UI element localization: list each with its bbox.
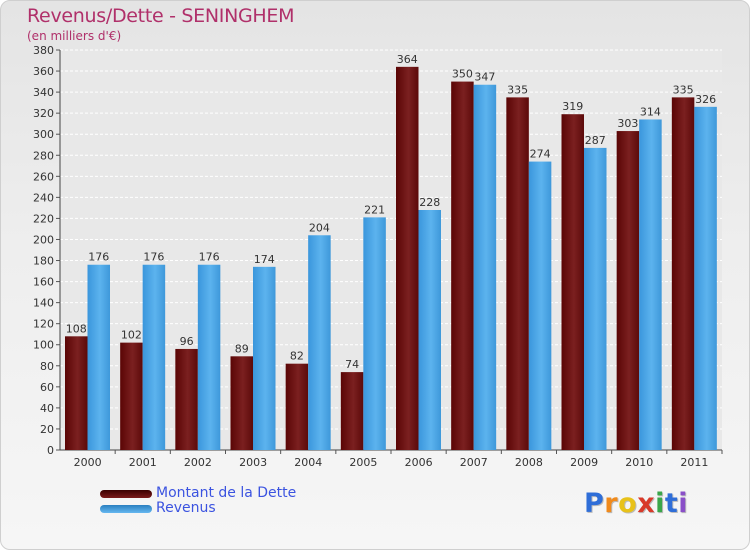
x-tick-label: 2011 [680, 456, 708, 469]
legend-label-revenus: Revenus [156, 500, 216, 516]
data-label-dette: 89 [235, 342, 249, 355]
plot-area [60, 50, 722, 450]
bar-dette [65, 336, 88, 450]
bar-revenus [253, 266, 276, 450]
bar-dette [506, 97, 529, 451]
data-label-dette: 82 [290, 350, 304, 363]
data-label-revenus: 326 [695, 93, 716, 106]
y-tick-label: 260 [33, 170, 54, 183]
bar-revenus [142, 264, 166, 450]
y-tick-label: 380 [33, 44, 54, 57]
bar-revenus [584, 147, 607, 451]
bar-dette [230, 356, 253, 450]
bar-revenus [639, 119, 662, 450]
y-tick-label: 60 [40, 381, 54, 394]
x-tick-label: 2001 [129, 456, 157, 469]
x-tick-label: 2004 [294, 456, 322, 469]
x-tick-label: 2007 [460, 456, 488, 469]
y-tick-label: 200 [33, 233, 54, 246]
data-label-dette: 303 [617, 117, 638, 130]
y-tick-label: 340 [33, 86, 54, 99]
y-tick-label: 360 [33, 65, 54, 78]
data-label-revenus: 174 [254, 253, 275, 266]
bar-revenus [87, 264, 110, 450]
y-tick-label: 40 [40, 402, 54, 415]
y-tick-label: 320 [33, 107, 54, 120]
bar-dette [285, 363, 309, 450]
data-label-revenus: 274 [530, 148, 551, 161]
bar-revenus [418, 210, 441, 450]
data-label-revenus: 204 [309, 221, 330, 234]
data-label-dette: 364 [397, 53, 418, 66]
data-label-dette: 335 [673, 83, 694, 96]
chart-unit-label: (en milliers d'€) [27, 29, 122, 43]
data-label-revenus: 176 [88, 251, 109, 264]
x-tick-label: 2006 [405, 456, 433, 469]
data-label-dette: 102 [121, 329, 142, 342]
data-label-revenus: 221 [364, 203, 385, 216]
legend-swatch-revenus [100, 505, 152, 513]
y-tick-label: 280 [33, 149, 54, 162]
bar-revenus [473, 84, 497, 450]
bar-revenus [694, 106, 717, 450]
x-tick-label: 2000 [74, 456, 102, 469]
data-label-dette: 96 [180, 335, 194, 348]
y-tick-label: 80 [40, 360, 54, 373]
y-tick-label: 220 [33, 212, 54, 225]
bar-dette [340, 372, 364, 450]
data-label-dette: 319 [562, 100, 583, 113]
y-tick-label: 20 [40, 423, 54, 436]
proxiti-logo: Proxiti [584, 488, 689, 519]
y-tick-label: 120 [33, 318, 54, 331]
y-tick-label: 300 [33, 128, 54, 141]
x-tick-label: 2002 [184, 456, 212, 469]
legend-label-dette: Montant de la Dette [156, 485, 297, 501]
y-tick-label: 100 [33, 339, 54, 352]
bar-dette [175, 348, 198, 450]
data-label-dette: 108 [66, 322, 87, 335]
data-label-revenus: 228 [419, 196, 440, 209]
y-tick-label: 160 [33, 276, 54, 289]
chart-title: Revenus/Dette - SENINGHEM [27, 5, 295, 27]
x-tick-label: 2010 [625, 456, 653, 469]
legend-swatch-dette [100, 490, 152, 498]
data-label-dette: 74 [345, 358, 359, 371]
bar-revenus [528, 161, 552, 450]
x-tick-label: 2008 [515, 456, 543, 469]
bar-dette [120, 342, 143, 450]
data-label-revenus: 176 [199, 251, 220, 264]
x-tick-label: 2009 [570, 456, 598, 469]
data-label-revenus: 287 [585, 134, 606, 147]
data-label-dette: 350 [452, 68, 473, 81]
bar-revenus [197, 264, 221, 450]
data-label-revenus: 176 [143, 251, 164, 264]
bar-dette [451, 81, 474, 450]
bar-dette [671, 97, 695, 451]
bar-revenus [308, 235, 331, 450]
y-tick-label: 0 [47, 444, 54, 457]
x-tick-label: 2003 [239, 456, 267, 469]
y-tick-label: 140 [33, 297, 54, 310]
bar-dette [396, 66, 419, 450]
data-label-dette: 335 [507, 83, 528, 96]
bar-revenus [363, 217, 386, 450]
bar-dette [616, 131, 640, 451]
data-label-revenus: 347 [474, 71, 495, 84]
x-tick-label: 2005 [349, 456, 377, 469]
bar-dette [561, 114, 584, 451]
y-tick-label: 180 [33, 255, 54, 268]
data-label-revenus: 314 [640, 105, 661, 118]
y-tick-label: 240 [33, 191, 54, 204]
